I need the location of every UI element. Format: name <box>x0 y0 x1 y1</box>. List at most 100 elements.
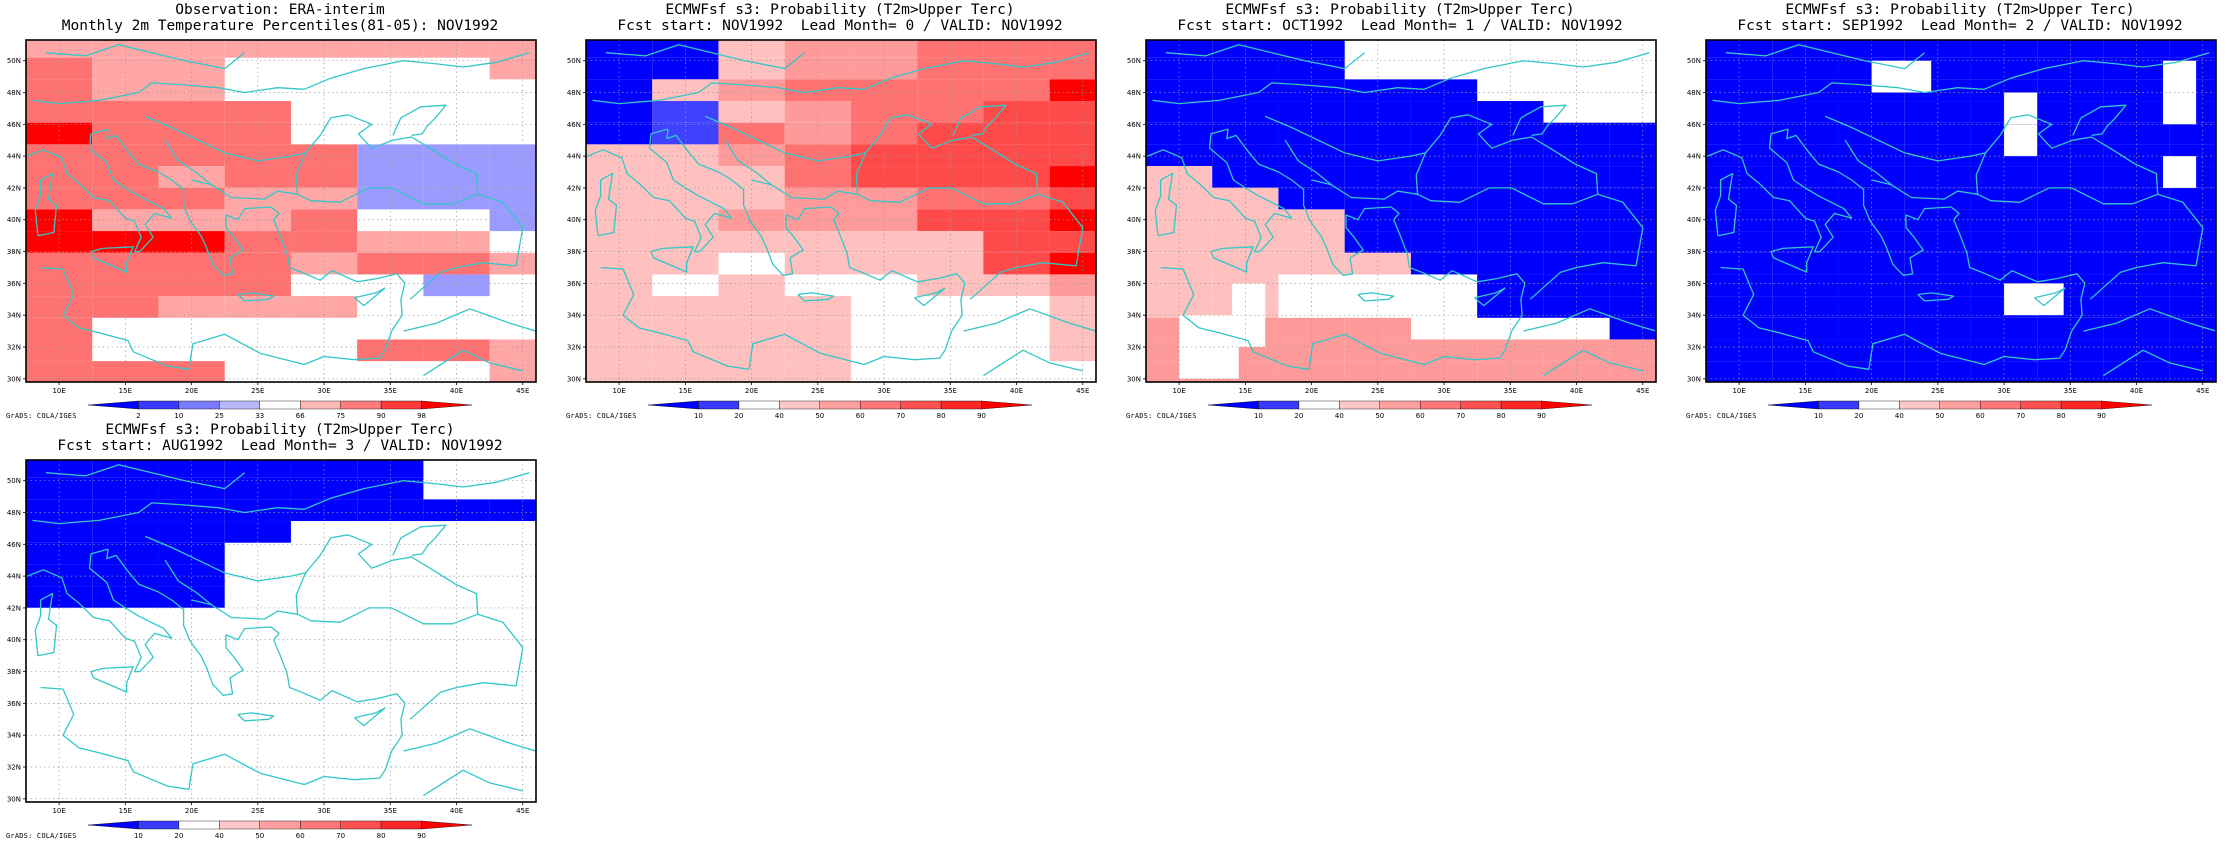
grid-cell <box>92 231 159 253</box>
map-area: 10E 15E 20E 25E 30E 35E 40E 45E 30N 32N 34N 36N 38N 4… <box>1680 39 2217 395</box>
lat-tick-label: 32N <box>7 344 21 352</box>
colorbar: 2 10 25 33 66 75 90 98 <box>87 400 473 422</box>
grid-cell <box>2103 231 2170 253</box>
colorbar-label: 66 <box>296 412 305 420</box>
lon-tick-label: 15E <box>119 387 132 395</box>
colorbar-label: 50 <box>1935 412 1944 420</box>
grid-cell <box>158 122 225 145</box>
coastline <box>354 287 386 307</box>
lon-tick-label: 45E <box>1076 387 1089 395</box>
grid-cell <box>2103 40 2170 58</box>
grid-cell <box>1706 101 1773 123</box>
grid-cell <box>357 252 424 275</box>
colorbar-segment <box>380 400 422 410</box>
coastline <box>2034 287 2066 307</box>
grid-cell <box>1904 40 1971 58</box>
colorbar-segment <box>1980 400 2021 410</box>
coastline <box>605 44 806 70</box>
grid-cell <box>26 542 93 565</box>
lon-tick-label: 10E <box>52 387 65 395</box>
grid-cell <box>1706 40 1773 58</box>
coastline <box>237 292 275 302</box>
coastline <box>409 266 457 300</box>
colorbar-label: 10 <box>134 832 143 840</box>
lat-tick-label: 48N <box>7 509 21 517</box>
coastline <box>409 686 457 720</box>
coastline <box>2083 308 2216 332</box>
map-svg: 10E 15E 20E 25E 30E 35E 40E 45E 30N 32N 34N 36N 38N 4… <box>1127 39 1657 395</box>
lon-tick-label: 30E <box>317 807 330 815</box>
panel-title-line1: ECMWFsf s3: Probability (T2m>Upper Terc) <box>665 2 1015 18</box>
panel-title-line1: Observation: ERA-interim <box>175 2 385 18</box>
grid-cell <box>1477 144 1544 167</box>
grid-cell <box>1970 361 2038 382</box>
lat-tick-label: 32N <box>1687 344 1701 352</box>
grid-cell <box>1049 317 1096 340</box>
map-frame <box>25 39 537 383</box>
lat-tick-label: 40N <box>1127 216 1141 224</box>
colorbar-label: 20 <box>734 412 743 420</box>
grid-cell <box>1609 122 1656 145</box>
grads-credit: GrADS: COLA/IGES <box>1686 412 1757 420</box>
panel-title-line1: ECMWFsf s3: Probability (T2m>Upper Terc) <box>1225 2 1575 18</box>
grid-cell <box>718 144 785 167</box>
lat-tick-label: 30N <box>1127 375 1141 383</box>
grid-cell <box>2004 124 2038 157</box>
coastline <box>855 114 1039 205</box>
grid-cell <box>2037 122 2104 145</box>
grid-cell <box>2103 274 2170 297</box>
map-svg: 10E 15E 20E 25E 30E 35E 40E 45E 30N 32N 34N 36N 38N 4… <box>567 39 1097 395</box>
colorbar-label: 10 <box>1814 412 1823 420</box>
coastline <box>1770 246 1814 273</box>
grid-cell <box>1477 252 1544 275</box>
lat-tick-label: 30N <box>7 375 21 383</box>
grid-cell <box>92 122 159 145</box>
lon-tick-label: 15E <box>1799 387 1812 395</box>
grid-cell <box>1543 361 1610 382</box>
coastline <box>392 524 447 557</box>
colorbar-label: 20 <box>174 832 183 840</box>
colorbar-label: 70 <box>896 412 905 420</box>
grid-cell <box>357 477 424 500</box>
grid-cell <box>26 122 93 145</box>
grid-cell <box>489 187 536 210</box>
lat-tick-label: 50N <box>1687 57 1701 65</box>
colorbar-segment <box>981 400 1033 410</box>
colorbar-label: 40 <box>1335 412 1344 420</box>
grid-cell <box>1146 252 1213 275</box>
lon-tick-label: 35E <box>1504 387 1517 395</box>
grid-cell <box>1410 361 1478 382</box>
panel-title-line2: Fcst start: NOV1992 Lead Month= 0 / VALI… <box>617 18 1063 34</box>
grid-cell <box>983 231 1050 253</box>
grid-cell <box>1609 209 1656 232</box>
colorbar-segment <box>300 400 341 410</box>
grid-cell <box>1146 274 1213 297</box>
lat-tick-label: 44N <box>1127 153 1141 161</box>
lat-tick-label: 38N <box>7 668 21 676</box>
grid-cell <box>1278 252 1345 275</box>
grid-cell <box>1410 101 1478 123</box>
grid-cell <box>1212 144 1279 167</box>
grid-cell <box>586 57 653 80</box>
coastline <box>1824 115 1986 162</box>
grid-cell <box>917 144 984 167</box>
colorbar-label: 80 <box>937 412 946 420</box>
coastline <box>164 559 212 606</box>
grid-cell <box>423 339 490 362</box>
coastline <box>2103 349 2203 377</box>
lat-tick-label: 42N <box>1127 184 1141 192</box>
colorbar-segment <box>87 400 139 410</box>
lon-tick-label: 35E <box>2064 387 2077 395</box>
grid-cell <box>2169 296 2216 318</box>
grid-cell <box>718 57 785 80</box>
coastline <box>2215 100 2216 102</box>
grid-cell <box>92 166 159 188</box>
grid-cell <box>2103 361 2170 382</box>
coastline <box>1529 266 1577 300</box>
grid-cell <box>1904 166 1971 188</box>
coastline <box>295 114 479 205</box>
lon-tick-label: 15E <box>1239 387 1252 395</box>
colorbar-segment <box>300 820 341 830</box>
lat-tick-label: 32N <box>1127 344 1141 352</box>
lat-tick-label: 36N <box>567 280 581 288</box>
